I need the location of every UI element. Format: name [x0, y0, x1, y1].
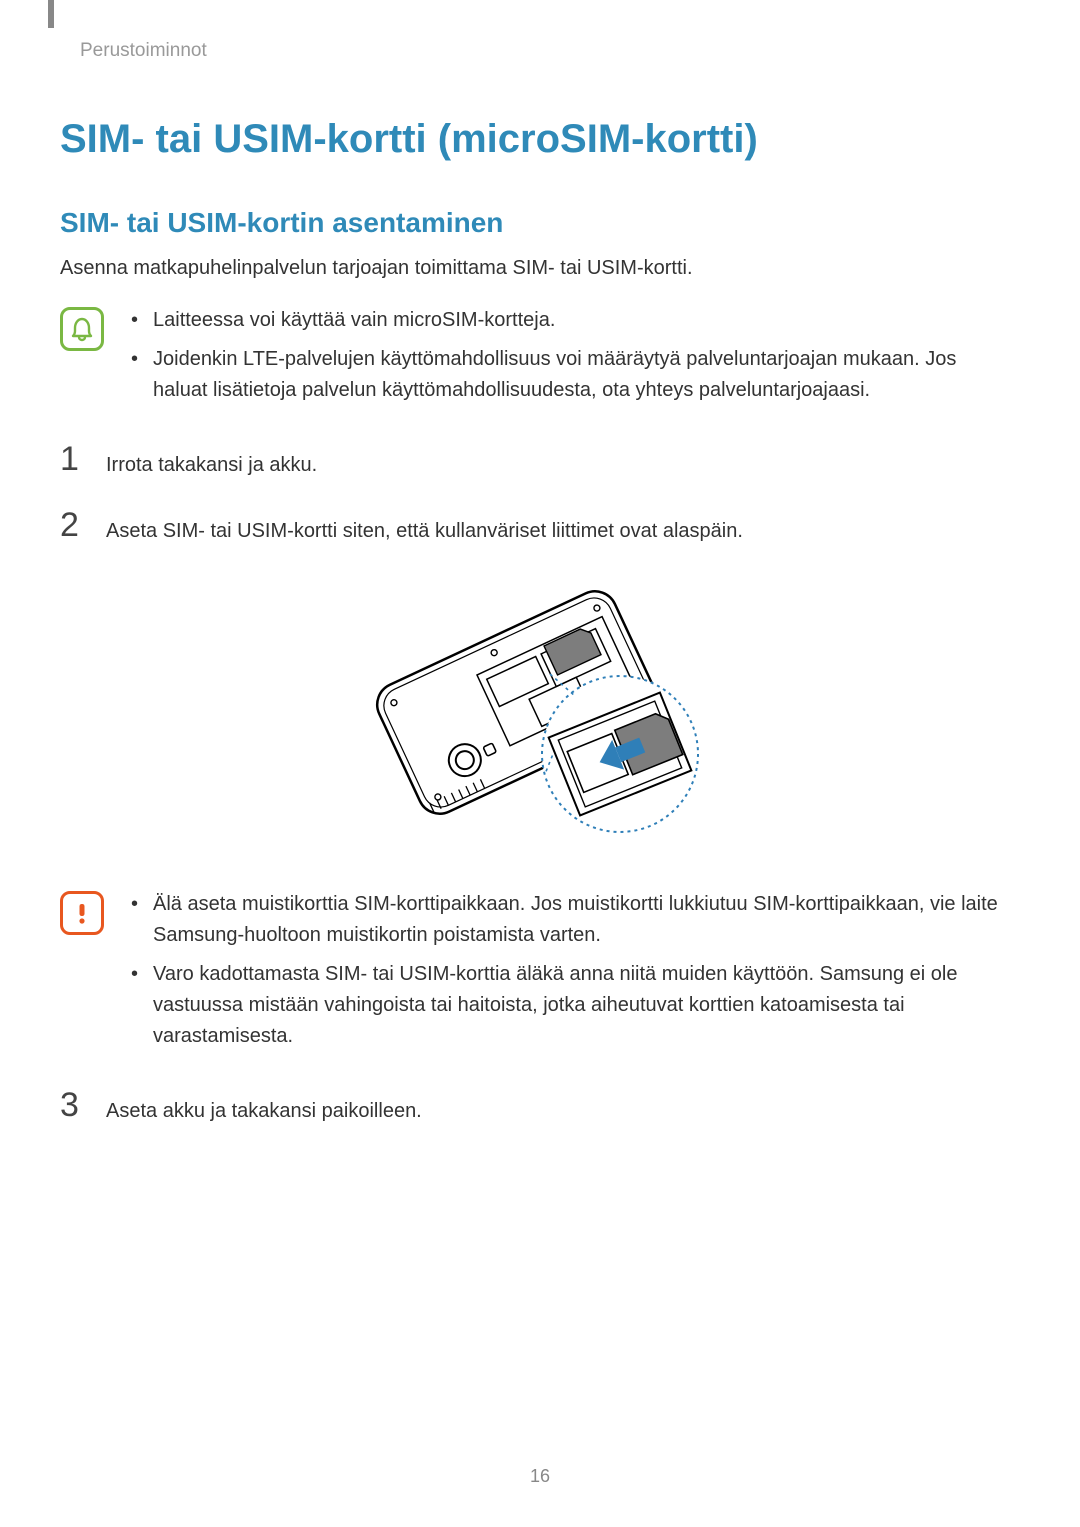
- info-bullet-item: Joidenkin LTE-palvelujen käyttömahdollis…: [129, 344, 1000, 406]
- warning-bullet-item: Älä aseta muistikorttia SIM-korttipaikka…: [129, 889, 1000, 951]
- page-number: 16: [0, 1466, 1080, 1487]
- step-2: 2 Aseta SIM- tai USIM-kortti siten, että…: [60, 508, 1000, 546]
- breadcrumb: Perustoiminnot: [80, 40, 1000, 62]
- info-bullet-list: Laitteessa voi käyttää vain microSIM-kor…: [129, 305, 1000, 414]
- info-bullet-item: Laitteessa voi käyttää vain microSIM-kor…: [129, 305, 1000, 336]
- step-number: 3: [60, 1088, 86, 1122]
- step-text: Aseta akku ja takakansi paikoilleen.: [106, 1088, 422, 1126]
- step-text: Irrota takakansi ja akku.: [106, 442, 317, 480]
- info-icon: [60, 307, 104, 351]
- page-title: SIM- tai USIM-kortti (microSIM-kortti): [60, 117, 1000, 162]
- info-callout: Laitteessa voi käyttää vain microSIM-kor…: [60, 305, 1000, 414]
- step-text: Aseta SIM- tai USIM-kortti siten, että k…: [106, 508, 743, 546]
- warning-bullet-list: Älä aseta muistikorttia SIM-korttipaikka…: [129, 889, 1000, 1060]
- step-1: 1 Irrota takakansi ja akku.: [60, 442, 1000, 480]
- step-number: 2: [60, 508, 86, 542]
- intro-text: Asenna matkapuhelinpalvelun tarjoajan to…: [60, 257, 1000, 280]
- warning-callout: Älä aseta muistikorttia SIM-korttipaikka…: [60, 889, 1000, 1060]
- sim-insert-illustration: [60, 574, 1000, 854]
- warning-bullet-item: Varo kadottamasta SIM- tai USIM-korttia …: [129, 959, 1000, 1052]
- step-3: 3 Aseta akku ja takakansi paikoilleen.: [60, 1088, 1000, 1126]
- section-title: SIM- tai USIM-kortin asentaminen: [60, 207, 1000, 239]
- page-side-tab: [48, 0, 54, 28]
- warning-icon: [60, 891, 104, 935]
- step-number: 1: [60, 442, 86, 476]
